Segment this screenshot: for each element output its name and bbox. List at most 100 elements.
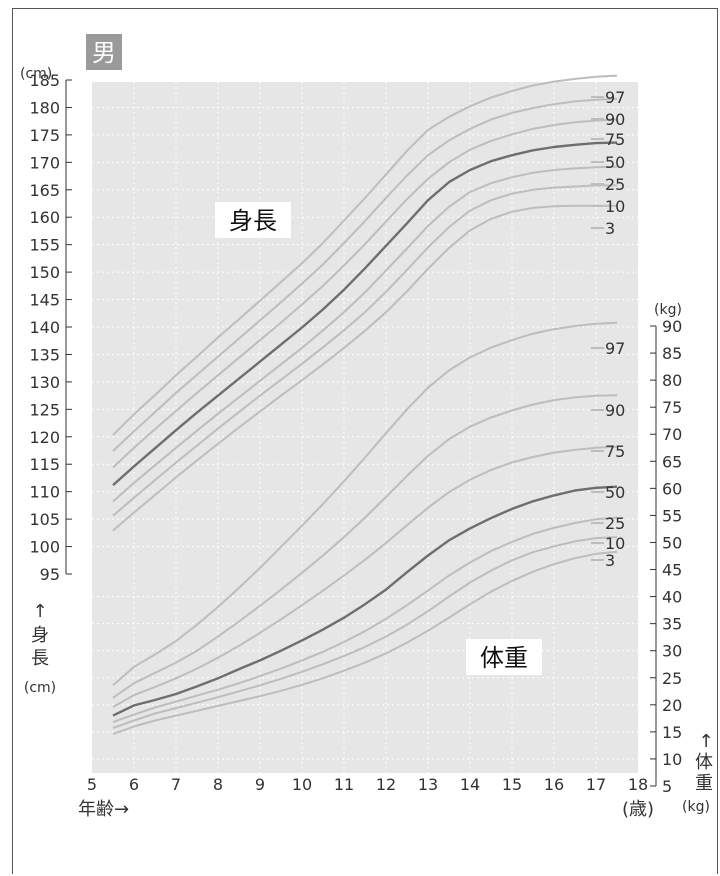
height-curve-p3 <box>112 204 617 532</box>
weight-tick-label: 15 <box>662 723 682 742</box>
weight-tick-label: 75 <box>662 398 682 417</box>
weight-curve-p3 <box>112 550 618 735</box>
weight-percentile-label-p97: 97 <box>605 339 625 358</box>
weight-tick-label: 70 <box>662 425 682 444</box>
weight-tick-label: 60 <box>662 479 682 498</box>
height-axis-label-char-2: 長 <box>31 648 49 669</box>
age-tick-label: 17 <box>586 775 606 794</box>
height-tick-label: 100 <box>29 538 60 557</box>
height-tick-label: 110 <box>29 483 60 502</box>
weight-percentile-label-p25: 25 <box>605 514 625 533</box>
weight-percentile-label-p10: 10 <box>605 534 625 553</box>
weight-tick-label: 85 <box>662 344 682 363</box>
age-tick-label: 8 <box>213 775 223 794</box>
weight-tick-label: 25 <box>662 669 682 688</box>
height-tick-label: 145 <box>29 291 60 310</box>
height-tick-label: 160 <box>29 208 60 227</box>
height-curve-p97 <box>112 74 618 436</box>
height-tick-label: 155 <box>29 236 60 255</box>
height-title-bg <box>215 202 291 238</box>
weight-tick-label: 30 <box>662 642 682 661</box>
height-percentile-label-p10: 10 <box>605 197 625 216</box>
age-tick-label: 15 <box>502 775 522 794</box>
weight-title: 体重 <box>480 644 528 672</box>
height-tick-label: 120 <box>29 428 60 447</box>
height-tick-label: 150 <box>29 263 60 282</box>
x-axis-unit: (歳) <box>622 799 654 820</box>
weight-curve-p25 <box>112 516 618 724</box>
height-tick-label: 170 <box>29 153 60 172</box>
weight-curve-p10 <box>112 536 618 730</box>
height-tick-label: 95 <box>40 565 60 584</box>
height-title: 身長 <box>229 207 277 235</box>
growth-chart: 9510010511011512012513013514014515015516… <box>12 8 718 874</box>
age-tick-label: 14 <box>460 775 480 794</box>
height-curve-p10 <box>112 184 617 517</box>
height-percentile-label-p97: 97 <box>605 88 625 107</box>
height-tick-label: 105 <box>29 510 60 529</box>
height-tick-label: 115 <box>29 455 60 474</box>
age-tick-label: 11 <box>334 775 354 794</box>
weight-axis-label-char-1: 体 <box>695 752 713 773</box>
weight-axis-label-unit: (kg) <box>682 799 710 815</box>
height-axis-label-unit: (cm) <box>24 680 56 696</box>
x-axis-label: 年齢→ <box>78 799 129 820</box>
weight-tick-label: 5 <box>662 777 672 796</box>
height-percentile-label-p50: 50 <box>605 153 625 172</box>
weight-unit-top: (kg) <box>654 302 682 318</box>
weight-tick-label: 80 <box>662 371 682 390</box>
height-tick-label: 130 <box>29 373 60 392</box>
weight-axis-arrow: ↑ <box>698 731 713 752</box>
height-curve-p90 <box>112 97 618 452</box>
height-axis-label-char-1: 身 <box>31 625 49 646</box>
age-tick-label: 6 <box>129 775 139 794</box>
weight-axis: 5 10 15 20 25 30 35 40 45 50 55 60 65 70 75 80 85 90 <box>650 317 682 796</box>
weight-tick-label: 55 <box>662 506 682 525</box>
weight-tick-label: 35 <box>662 615 682 634</box>
height-percentile-label-p3: 3 <box>605 219 615 238</box>
plot-area <box>92 82 638 773</box>
height-percentile-label-p75: 75 <box>605 130 625 149</box>
gender-badge-bg <box>86 34 122 70</box>
gender-badge: 男 <box>92 39 116 67</box>
weight-percentile-label-p3: 3 <box>605 551 615 570</box>
age-tick-label: 16 <box>544 775 564 794</box>
weight-tick-label: 20 <box>662 696 682 715</box>
height-curve-p25 <box>112 165 618 503</box>
height-tick-label: 165 <box>29 181 60 200</box>
height-axis: 95 100 105 110 115 120 125 130 135 140 145 150 155 16… <box>29 71 72 584</box>
height-percentile-label-p25: 25 <box>605 175 625 194</box>
weight-curve-p97 <box>112 321 618 687</box>
age-tick-label: 13 <box>418 775 438 794</box>
age-axis: 5 6 7 8 9 10 11 12 13 14 15 16 17 18 <box>87 775 648 794</box>
weight-percentile-label-p90: 90 <box>605 401 625 420</box>
height-tick-label: 175 <box>29 126 60 145</box>
height-curve-p50 <box>112 141 618 486</box>
age-tick-label: 12 <box>376 775 396 794</box>
age-tick-label: 18 <box>628 775 648 794</box>
weight-tick-label: 90 <box>662 317 682 336</box>
weight-percentile-label-p75: 75 <box>605 442 625 461</box>
age-tick-label: 9 <box>255 775 265 794</box>
growth-chart-panel: 95 100 105 110 115 120 125 130 135 140 145 150 155 16… <box>12 8 718 874</box>
percentile-curves <box>112 74 618 735</box>
weight-tick-label: 65 <box>662 452 682 471</box>
height-axis-arrow: ↑ <box>32 601 47 622</box>
weight-axis-label-char-2: 重 <box>695 773 713 794</box>
weight-tick-label: 10 <box>662 750 682 769</box>
height-tick-label: 135 <box>29 345 60 364</box>
weight-title-bg <box>466 639 542 675</box>
weight-curve-p90 <box>112 394 618 699</box>
height-tick-label: 125 <box>29 400 60 419</box>
age-tick-label: 5 <box>87 775 97 794</box>
height-percentile-label-p90: 90 <box>605 110 625 129</box>
weight-tick-label: 45 <box>662 561 682 580</box>
weight-tick-label: 40 <box>662 588 682 607</box>
height-tick-label: 140 <box>29 318 60 337</box>
height-curve-p75 <box>112 118 618 469</box>
height-tick-label: 180 <box>29 98 60 117</box>
height-unit-top: (cm) <box>20 66 52 82</box>
weight-tick-label: 50 <box>662 533 682 552</box>
weight-curve-p75 <box>112 445 618 708</box>
